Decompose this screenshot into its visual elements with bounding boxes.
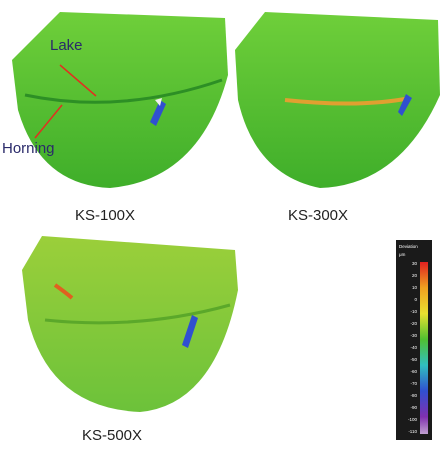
- colorbar-label: -110: [408, 429, 417, 434]
- colorbar-label: -100: [408, 417, 418, 422]
- colorbar-label: 20: [412, 273, 418, 278]
- scan-ks-500x: [22, 236, 238, 412]
- caption: KS-500X: [82, 427, 142, 444]
- colorbar-label: -90: [410, 405, 417, 410]
- colorbar-label: -80: [410, 393, 417, 398]
- colorbar-label: -10: [410, 309, 417, 314]
- colorbar-unit: μm: [399, 252, 406, 257]
- colorbar-label: -60: [410, 369, 417, 374]
- colorbar-label: -30: [410, 333, 417, 338]
- caption: KS-300X: [288, 207, 348, 224]
- colorbar-label: -70: [410, 381, 417, 386]
- colorbar-title: Deviation: [399, 244, 418, 249]
- colorbar-label: 30: [412, 261, 418, 266]
- caption: KS-100X: [75, 207, 135, 224]
- colorbar-label: -50: [410, 357, 417, 362]
- figure: Lake Horning KS-100X KS-300X KS-500X Dev…: [0, 0, 448, 448]
- colorbar-label: 10: [412, 285, 418, 290]
- scan-ks-300x: [235, 12, 440, 188]
- annotation-horning: Horning: [2, 140, 55, 157]
- scan-ks-100x: [12, 12, 228, 188]
- colorbar-label: -40: [410, 345, 417, 350]
- annotation-lake: Lake: [50, 37, 83, 54]
- colorbar-label: -20: [410, 321, 417, 326]
